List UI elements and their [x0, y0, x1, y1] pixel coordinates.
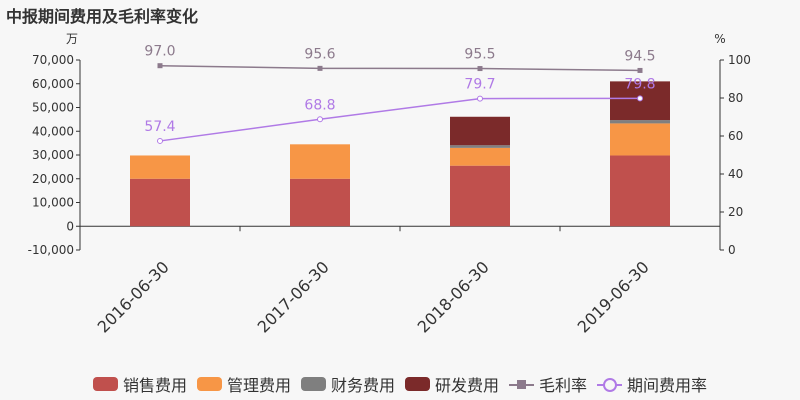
x-tick-label: 2018-06-30: [414, 257, 493, 336]
bar-segment-admin: [290, 144, 350, 179]
bar-segment-sales: [130, 178, 190, 227]
left-axis-unit: 万: [66, 32, 78, 46]
x-tick-label: 2016-06-30: [94, 257, 173, 336]
right-tick-label: 60: [728, 129, 743, 143]
point-expense-ratio: [637, 95, 643, 102]
point-gross-margin: [317, 65, 323, 71]
left-tick-label: 70,000: [32, 53, 74, 67]
legend-swatch-sales: [92, 377, 118, 391]
data-label-expense-ratio: 68.8: [304, 97, 335, 113]
line-expense-ratio: [159, 97, 641, 142]
legend-label-gross-margin: 毛利率: [539, 376, 588, 395]
bar-segment-finance: [450, 145, 510, 148]
left-tick-label: 40,000: [32, 124, 74, 138]
legend: 销售费用 管理费用 财务费用 研发费用 毛利率 期间费用率: [0, 372, 800, 396]
x-tick-label: 2019-06-30: [574, 257, 653, 336]
legend-item-gross-margin[interactable]: 毛利率: [509, 372, 587, 396]
data-label-gross-margin: 95.5: [464, 47, 495, 63]
right-tick-label: 100: [728, 53, 751, 67]
left-tick-label: 30,000: [32, 148, 74, 162]
data-label-gross-margin: 95.6: [304, 46, 335, 62]
bar-segment-sales: [610, 155, 670, 227]
right-tick-label: 80: [728, 91, 743, 105]
bar-segment-admin: [610, 123, 670, 156]
bar-segment-rd: [450, 116, 510, 146]
bar-segment-finance: [610, 120, 670, 124]
right-axis-unit: %: [714, 32, 725, 46]
legend-swatch-finance: [300, 377, 326, 391]
legend-item-admin[interactable]: 管理费用: [196, 372, 291, 396]
legend-label-admin: 管理费用: [226, 376, 291, 395]
data-label-gross-margin: 97.0: [144, 44, 175, 60]
legend-label-rd: 研发费用: [435, 376, 500, 395]
right-tick-label: 20: [728, 205, 743, 219]
left-tick-label: 60,000: [32, 77, 74, 91]
legend-item-expense-ratio[interactable]: 期间费用率: [597, 372, 707, 396]
point-gross-margin: [637, 67, 643, 73]
legend-label-expense-ratio: 期间费用率: [627, 376, 708, 395]
legend-marker-expense-ratio: [597, 377, 623, 392]
point-expense-ratio: [477, 95, 483, 102]
left-tick-label: 20,000: [32, 172, 74, 186]
x-tick-label: 2017-06-30: [254, 257, 333, 336]
left-tick-label: -10,000: [28, 243, 74, 257]
right-tick-label: 0: [728, 243, 736, 257]
chart-title: 中报期间费用及毛利率变化: [6, 7, 199, 26]
legend-marker-gross-margin: [509, 377, 535, 391]
bar-segment-sales: [290, 178, 350, 227]
bar-segment-admin: [130, 155, 190, 179]
data-label-expense-ratio: 79.7: [464, 77, 495, 93]
legend-item-rd[interactable]: 研发费用: [405, 372, 499, 396]
legend-label-finance: 财务费用: [330, 376, 395, 395]
data-label-gross-margin: 94.5: [624, 48, 655, 64]
legend-label-sales: 销售费用: [122, 376, 187, 395]
point-gross-margin: [157, 63, 163, 69]
legend-swatch-admin: [196, 377, 222, 391]
legend-swatch-rd: [405, 377, 430, 391]
right-tick-label: 40: [728, 167, 743, 181]
left-tick-label: 0: [66, 219, 74, 233]
data-label-expense-ratio: 79.8: [624, 76, 655, 92]
bar-segment-sales: [450, 165, 510, 227]
left-tick-label: 50,000: [32, 101, 74, 115]
data-label-expense-ratio: 57.4: [144, 119, 175, 135]
legend-item-finance[interactable]: 财务费用: [300, 372, 395, 396]
line-gross-margin: [159, 64, 641, 72]
point-expense-ratio: [157, 137, 163, 144]
bar-segment-admin: [450, 147, 510, 166]
point-gross-margin: [477, 66, 483, 72]
point-expense-ratio: [317, 116, 323, 123]
legend-item-sales[interactable]: 销售费用: [92, 372, 187, 396]
left-tick-label: 10,000: [32, 196, 74, 210]
